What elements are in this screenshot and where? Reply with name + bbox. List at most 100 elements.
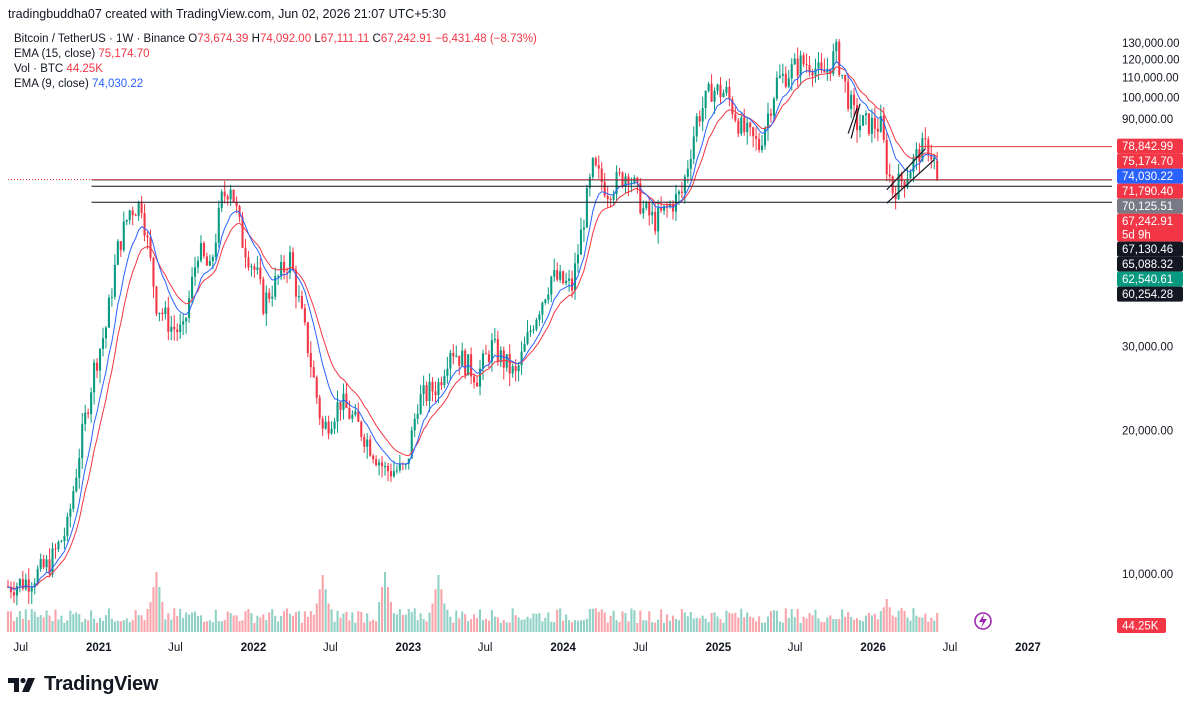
candle-body [478, 368, 482, 387]
candle-body [529, 330, 532, 333]
volume-bar [686, 616, 689, 632]
candle-body [535, 319, 538, 330]
candle-body [912, 157, 915, 173]
volume-bar [933, 620, 936, 632]
candle-body [737, 120, 740, 134]
ema-lines [7, 60, 938, 590]
volume-bar [333, 621, 336, 632]
candle-body [78, 458, 81, 478]
candle-body [707, 83, 710, 91]
candle-body [799, 55, 802, 76]
volume-bar [155, 572, 158, 632]
volume-bar [918, 617, 921, 632]
low-label: L [314, 33, 321, 45]
volume-bar [413, 608, 416, 632]
candle-body [499, 350, 502, 363]
volume-bar [202, 621, 205, 632]
volume-bar [199, 615, 203, 632]
candle-body [155, 286, 158, 314]
volume-bar [443, 603, 446, 632]
volume-bar [523, 619, 526, 632]
price-badge-label: 67,242.91 [1122, 216, 1173, 228]
candle-body [936, 160, 939, 180]
volume-bar [867, 613, 870, 632]
volume-bar [761, 622, 764, 632]
x-tick-label: Jul [788, 642, 803, 654]
candle-body [51, 548, 54, 575]
x-axis[interactable]: Jul 2021 Jul 2022 Jul 2023 Jul 2024 Jul 2025 Jul 20… [13, 642, 1040, 654]
candle-body [719, 84, 722, 98]
symbol-legend[interactable]: Bitcoin / TetherUS · 1W · Binance O73,67… [14, 33, 537, 45]
candle-body [458, 355, 461, 366]
volume-bar [369, 621, 372, 632]
candle-body [360, 421, 363, 437]
volume-bar [98, 617, 102, 632]
candle-body [924, 138, 927, 140]
ema9-legend[interactable]: EMA (9, close) 74,030.22 [14, 78, 143, 90]
volume-bar [30, 608, 33, 632]
volume-bar [529, 618, 532, 632]
volume-bar [300, 622, 303, 632]
volume-bar [713, 612, 716, 632]
candle-body [294, 270, 298, 297]
volume-bar [639, 610, 642, 632]
candle-body [291, 252, 295, 271]
volume-bar [434, 589, 437, 632]
volume-bar [927, 621, 930, 632]
volume-bar [876, 619, 879, 632]
candle-body [18, 579, 21, 587]
volume-bar [775, 610, 778, 632]
price-badge [1117, 153, 1183, 169]
price-badge-label: 67,130.46 [1122, 244, 1173, 256]
volume-value: 44.25K [66, 63, 103, 75]
volume-legend[interactable]: Vol · BTC 44.25K [14, 63, 103, 75]
candle-body [505, 354, 508, 368]
ema15-legend[interactable]: EMA (15, close) 75,174.70 [14, 48, 150, 60]
volume-bar [576, 620, 580, 632]
volume-bar [208, 620, 211, 632]
candle-body [853, 94, 856, 106]
volume-bar [654, 622, 657, 632]
ema9-line [7, 60, 938, 590]
volume-bar [820, 622, 823, 632]
candle-body [490, 340, 493, 362]
alert-icon[interactable] [974, 612, 992, 630]
volume-bar [125, 618, 128, 632]
candle-body [796, 58, 799, 76]
candle-body [422, 385, 425, 395]
volume-bar [360, 611, 363, 632]
candle-body [787, 78, 790, 87]
candle-body [66, 516, 69, 536]
volume-bar [161, 602, 164, 632]
volume-bar [755, 621, 758, 632]
candlesticks [6, 38, 939, 606]
candle-body [666, 205, 669, 207]
volume-bar [514, 615, 517, 632]
channel-line [886, 159, 935, 204]
y-axis[interactable]: 130,000.00 120,000.00 110,000.00 100,000.00… [1122, 38, 1180, 581]
volume-bar [550, 621, 553, 632]
candle-body [594, 158, 597, 166]
volume-bar [386, 587, 390, 632]
volume-bar [306, 616, 309, 632]
volume-bar [381, 587, 384, 632]
volume-bar [149, 602, 152, 632]
candle-body [766, 113, 770, 129]
candle-body [324, 421, 327, 429]
candle-body [484, 353, 487, 355]
volume-bar [677, 620, 680, 632]
volume-bar [689, 612, 692, 632]
volume-bar [196, 615, 200, 632]
candle-body [826, 68, 829, 73]
candle-body [259, 267, 262, 280]
volume-bar [286, 608, 289, 632]
tradingview-logo[interactable]: TradingView [8, 673, 158, 696]
candle-body [778, 75, 781, 78]
volume-bar [455, 610, 458, 632]
candle-body [692, 136, 695, 159]
volume-bar [401, 614, 404, 632]
volume-bar [63, 622, 66, 632]
candle-body [823, 70, 826, 73]
candle-body [262, 279, 265, 314]
